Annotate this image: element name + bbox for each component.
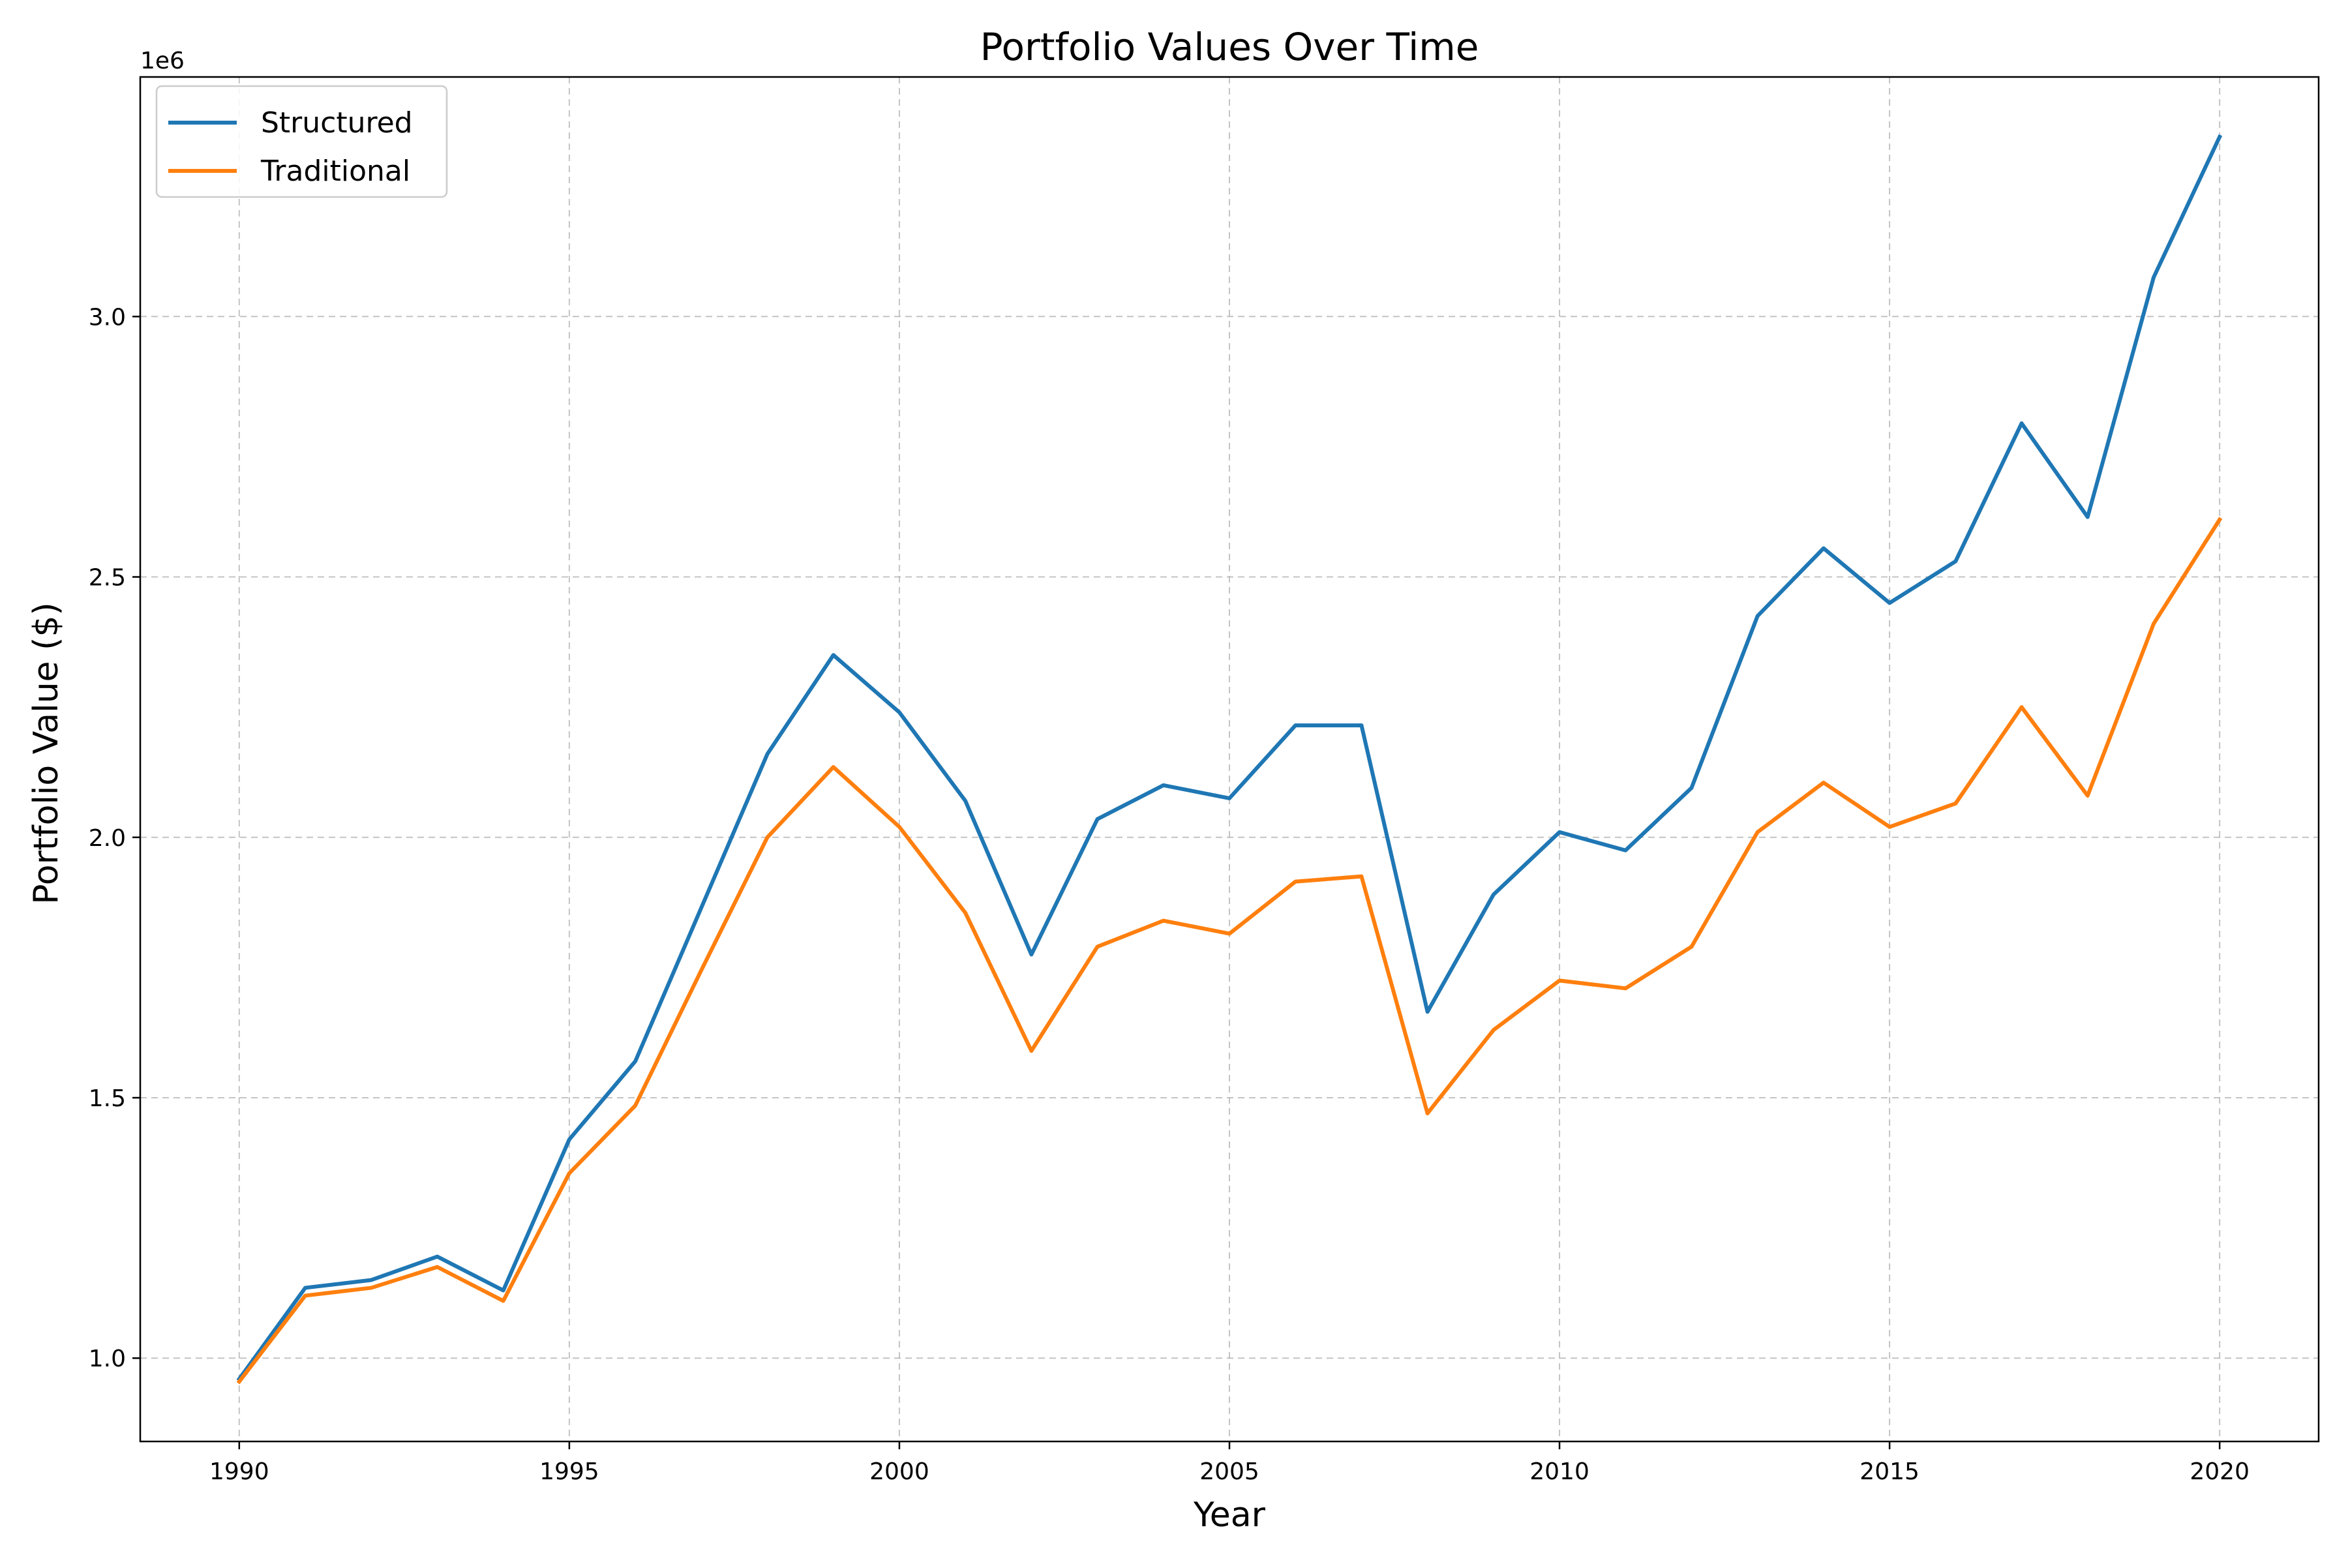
x-tick-label: 2000 xyxy=(869,1458,929,1485)
legend-label-structured: Structured xyxy=(261,106,413,140)
x-tick-label: 2015 xyxy=(1859,1458,1919,1485)
ticks: 1990 1995 2000 2005 2010 2015 2020 1.0 1.5 2.0 2.5… xyxy=(89,304,2250,1485)
x-axis-label: Year xyxy=(1193,1496,1266,1535)
legend-label-traditional: Traditional xyxy=(260,155,410,188)
x-tick-label: 1990 xyxy=(209,1458,269,1485)
y-offset-label: 1e6 xyxy=(140,48,185,74)
series-line-traditional xyxy=(236,517,2223,1385)
y-tick-label: 1.0 xyxy=(89,1346,126,1372)
series-line-structured xyxy=(236,134,2223,1382)
chart-title: Portfolio Values Over Time xyxy=(980,25,1479,69)
y-tick-label: 1.5 xyxy=(89,1085,126,1112)
series-layer xyxy=(236,134,2223,1385)
x-tick-label: 2005 xyxy=(1199,1458,1259,1485)
x-tick-label: 2010 xyxy=(1529,1458,1589,1485)
legend: Structured Traditional xyxy=(155,85,448,198)
y-tick-label: 2.5 xyxy=(89,565,126,592)
y-tick-label: 3.0 xyxy=(89,304,126,331)
grid xyxy=(140,77,2319,1441)
x-tick-label: 1995 xyxy=(539,1458,599,1485)
y-axis-label: Portfolio Value ($) xyxy=(27,602,66,904)
x-tick-label: 2020 xyxy=(2190,1458,2250,1485)
y-tick-label: 2.0 xyxy=(89,825,126,852)
